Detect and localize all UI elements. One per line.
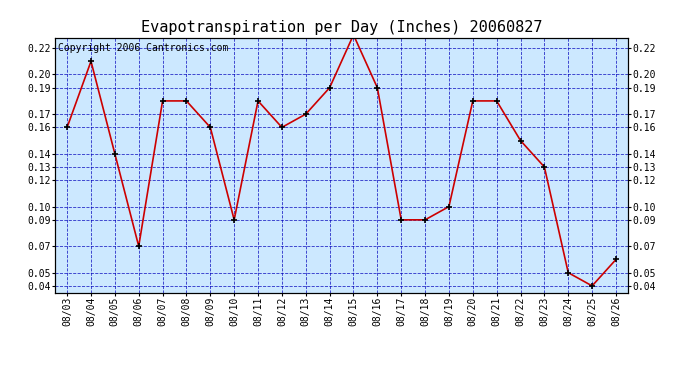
Title: Evapotranspiration per Day (Inches) 20060827: Evapotranspiration per Day (Inches) 2006… (141, 20, 542, 35)
Text: Copyright 2006 Cantronics.com: Copyright 2006 Cantronics.com (58, 43, 228, 52)
